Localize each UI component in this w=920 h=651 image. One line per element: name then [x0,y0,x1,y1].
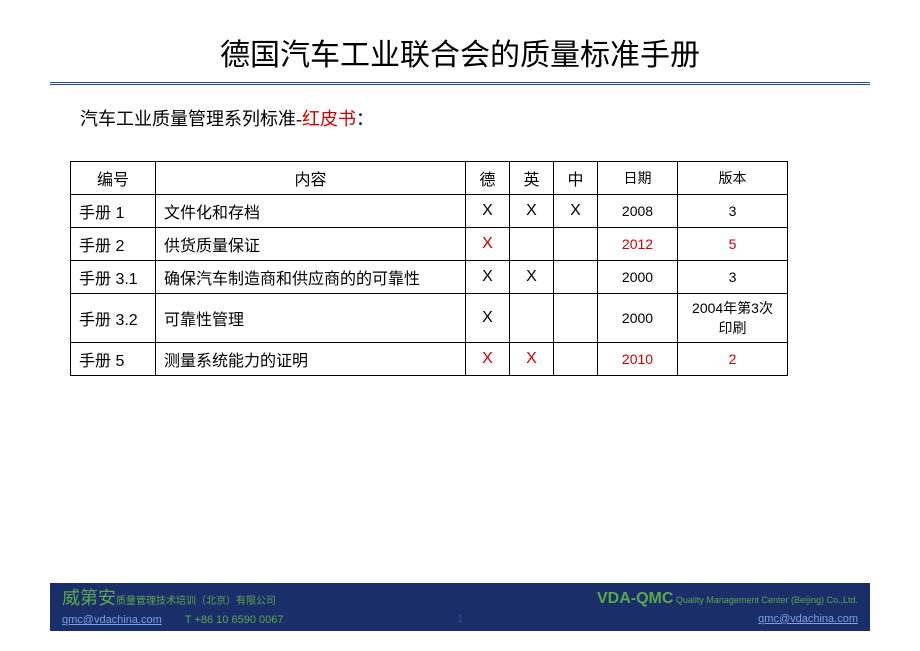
cell-en [510,294,554,343]
cell-ver: 2 [678,343,788,376]
subtitle: 汽车工业质量管理系列标准-红皮书： [80,105,870,131]
cell-ver: 2004年第3次印刷 [678,294,788,343]
cell-content: 供货质量保证 [156,228,466,261]
footer-right-sub: Quality Management Center (Beijing) Co.,… [673,595,858,605]
cell-en: X [510,261,554,294]
footer: 威第安质量管理技术培训（北京）有限公司 qmc@vdachina.com T +… [0,583,920,631]
cell-content: 确保汽车制造商和供应商的的可靠性 [156,261,466,294]
table-row: 手册 2供货质量保证X 20125 [71,228,788,261]
table-body: 手册 1文件化和存档XXX20083手册 2供货质量保证X20125手册 3.1… [71,195,788,376]
cell-de: X [466,228,510,261]
th-id: 编号 [71,162,156,195]
cell-de: X [466,294,510,343]
cell-content: 文件化和存档 [156,195,466,228]
cell-en [510,228,554,261]
standards-table: 编号 内容 德 英 中 日期 版本 手册 1文件化和存档XXX20083手册 2… [70,161,788,376]
table-row: 手册 3.2可靠性管理X 20002004年第3次印刷 [71,294,788,343]
slide: 德国汽车工业联合会的质量标准手册 汽车工业质量管理系列标准-红皮书： 编号 内容… [0,0,920,651]
footer-right: VDA-QMC Quality Management Center (Beiji… [597,587,858,628]
cell-date: 2000 [598,261,678,294]
subtitle-suffix: ： [356,109,374,129]
cell-ver: 3 [678,195,788,228]
cell-date: 2010 [598,343,678,376]
table-row: 手册 3.1确保汽车制造商和供应商的的可靠性XX20003 [71,261,788,294]
th-date: 日期 [598,162,678,195]
cell-date: 2000 [598,294,678,343]
cell-cn: X [554,195,598,228]
title-underline [50,82,870,85]
footer-left-sub: 质量管理技术培训（北京）有限公司 [116,596,276,607]
footer-right-email[interactable]: qmc@vdachina.com [758,613,858,625]
cell-id: 手册 5 [71,343,156,376]
cell-de: X [466,261,510,294]
cell-id: 手册 2 [71,228,156,261]
cell-cn [554,343,598,376]
th-ver: 版本 [678,162,788,195]
cell-content: 可靠性管理 [156,294,466,343]
page-number: 1 [457,613,463,625]
footer-left: 威第安质量管理技术培训（北京）有限公司 qmc@vdachina.com T +… [62,585,283,629]
cell-de: X [466,195,510,228]
table-header-row: 编号 内容 德 英 中 日期 版本 [71,162,788,195]
th-en: 英 [510,162,554,195]
cell-id: 手册 3.1 [71,261,156,294]
th-cn: 中 [554,162,598,195]
subtitle-prefix: 汽车工业质量管理系列标准- [80,109,302,129]
cell-ver: 3 [678,261,788,294]
footer-left-phone: T +86 10 6590 0067 [185,614,284,626]
cell-cn [554,294,598,343]
page-title: 德国汽车工业联合会的质量标准手册 [50,30,870,74]
cell-date: 2008 [598,195,678,228]
footer-left-brand: 威第安 [62,588,116,608]
cell-ver: 5 [678,228,788,261]
footer-left-email[interactable]: qmc@vdachina.com [62,614,162,626]
table-row: 手册 5测量系统能力的证明XX20102 [71,343,788,376]
cell-cn [554,261,598,294]
cell-de: X [466,343,510,376]
th-de: 德 [466,162,510,195]
cell-id: 手册 3.2 [71,294,156,343]
th-content: 内容 [156,162,466,195]
cell-id: 手册 1 [71,195,156,228]
cell-cn [554,228,598,261]
table-row: 手册 1文件化和存档XXX20083 [71,195,788,228]
cell-en: X [510,343,554,376]
cell-en: X [510,195,554,228]
cell-date: 2012 [598,228,678,261]
cell-content: 测量系统能力的证明 [156,343,466,376]
footer-bar: 威第安质量管理技术培训（北京）有限公司 qmc@vdachina.com T +… [50,583,870,631]
subtitle-red: 红皮书 [302,109,356,129]
footer-right-brand: VDA-QMC [597,590,673,607]
